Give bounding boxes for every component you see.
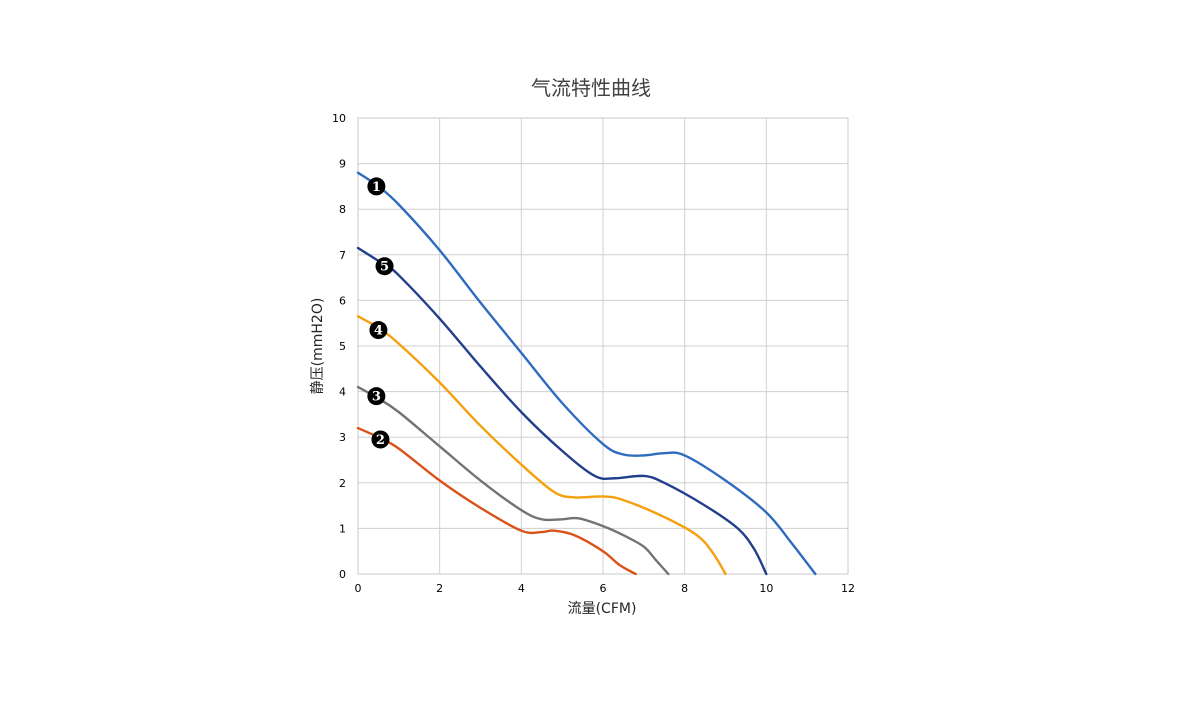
y-tick-label: 6 bbox=[339, 294, 346, 307]
series-layer bbox=[356, 171, 817, 576]
marker-disc bbox=[371, 430, 390, 449]
series-line-3 bbox=[356, 385, 670, 576]
y-tick-label: 9 bbox=[339, 158, 346, 171]
y-tick-label: 7 bbox=[339, 249, 346, 262]
series-marker-1: 1 bbox=[367, 177, 386, 196]
y-tick-label: 10 bbox=[332, 112, 346, 125]
x-axis-label: 流量(CFM) bbox=[568, 601, 637, 617]
grid-lines bbox=[357, 117, 849, 575]
x-tick-label: 0 bbox=[355, 582, 362, 595]
series-marker-4: 4 bbox=[369, 321, 388, 340]
y-tick-label: 1 bbox=[339, 522, 346, 535]
marker-disc bbox=[375, 257, 394, 276]
series-line-4 bbox=[356, 315, 727, 576]
series-line-1 bbox=[356, 171, 817, 576]
x-tick-label: 2 bbox=[436, 582, 443, 595]
x-tick-label: 10 bbox=[759, 582, 773, 595]
y-tick-label: 2 bbox=[339, 477, 346, 490]
series-marker-3: 3 bbox=[367, 387, 386, 406]
y-tick-label: 5 bbox=[339, 340, 346, 353]
y-tick-label: 8 bbox=[339, 203, 346, 216]
x-tick-label: 4 bbox=[518, 582, 525, 595]
marker-number: 2 bbox=[376, 433, 385, 448]
series-marker-5: 5 bbox=[375, 257, 394, 276]
y-axis-ticks: 0 1 2 3 4 5 6 7 8 9 10 bbox=[332, 112, 346, 581]
y-tick-label: 3 bbox=[339, 431, 346, 444]
marker-number: 5 bbox=[380, 260, 389, 275]
x-tick-label: 12 bbox=[841, 582, 855, 595]
marker-disc bbox=[367, 387, 386, 406]
plot-area-frame bbox=[357, 117, 849, 575]
series-line-2 bbox=[356, 426, 637, 576]
marker-disc bbox=[369, 321, 388, 340]
series-line-5 bbox=[356, 246, 768, 576]
marker-number: 1 bbox=[372, 180, 381, 195]
marker-number: 4 bbox=[374, 324, 383, 339]
marker-number: 3 bbox=[372, 390, 381, 405]
x-tick-label: 6 bbox=[600, 582, 607, 595]
marker-disc bbox=[367, 177, 386, 196]
chart-title: 气流特性曲线 bbox=[531, 76, 651, 100]
y-tick-label: 4 bbox=[339, 386, 346, 399]
y-axis-label: 静压(mmH2O) bbox=[310, 298, 326, 395]
x-tick-label: 8 bbox=[681, 582, 688, 595]
series-marker-2: 2 bbox=[371, 430, 390, 449]
x-axis-ticks: 0 2 4 6 8 10 12 bbox=[355, 582, 856, 595]
y-tick-label: 0 bbox=[339, 568, 346, 581]
series-markers: 1 5 4 3 2 bbox=[367, 177, 394, 449]
